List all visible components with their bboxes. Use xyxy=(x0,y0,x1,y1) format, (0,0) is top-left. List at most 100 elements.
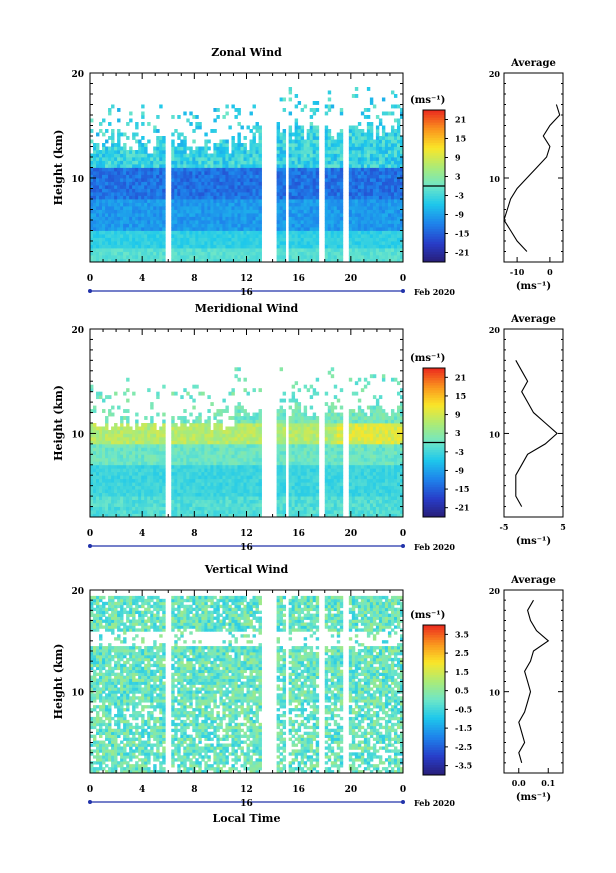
heatmap-cell xyxy=(162,423,166,427)
heatmap-cell xyxy=(381,160,386,165)
heatmap-cell xyxy=(90,192,94,196)
heatmap-cell xyxy=(198,227,202,231)
heatmap-cell xyxy=(396,251,401,256)
heatmap-cell xyxy=(231,220,235,224)
heatmap-cell xyxy=(150,478,154,483)
heatmap-cell xyxy=(96,248,100,252)
heatmap-cell xyxy=(198,146,202,151)
heatmap-cell xyxy=(324,237,329,242)
heatmap-cell xyxy=(96,513,100,518)
heatmap-cell xyxy=(99,391,103,396)
heatmap-cell xyxy=(294,174,299,179)
colorbar-swatch xyxy=(423,216,445,220)
heatmap-cell xyxy=(171,475,175,480)
heatmap-cell xyxy=(138,160,142,165)
heatmap-cell xyxy=(354,237,359,242)
heatmap-cell xyxy=(162,510,166,514)
heatmap-cell xyxy=(186,475,190,480)
heatmap-cell xyxy=(369,209,374,214)
colorbar-swatch xyxy=(423,142,445,146)
heatmap-cell xyxy=(114,457,118,462)
heatmap-cell xyxy=(141,454,145,459)
heatmap-cell xyxy=(111,447,115,452)
heatmap-cell xyxy=(153,237,157,242)
heatmap-cell xyxy=(282,164,287,168)
heatmap-cell xyxy=(102,199,106,203)
heatmap-cell xyxy=(186,478,190,483)
heatmap-cell xyxy=(198,485,202,490)
heatmap-cell xyxy=(93,405,97,410)
heatmap-cell xyxy=(186,181,190,186)
heatmap-cell xyxy=(399,213,404,217)
heatmap-cell xyxy=(354,209,359,214)
heatmap-cell xyxy=(237,136,241,140)
heatmap-cell xyxy=(150,227,154,231)
colorbar-swatch xyxy=(423,239,445,243)
heatmap-cell xyxy=(330,150,335,154)
heatmap-cell xyxy=(156,248,160,252)
heatmap-cell xyxy=(99,195,103,200)
heatmap-cell xyxy=(105,188,109,193)
heatmap-cell xyxy=(177,241,181,245)
heatmap-cell xyxy=(276,213,281,217)
heatmap-cell xyxy=(120,160,124,165)
heatmap-cell xyxy=(126,429,130,434)
colorbar-swatch xyxy=(423,231,445,235)
heatmap-cell xyxy=(207,443,211,448)
heatmap-cell xyxy=(228,475,232,480)
heatmap-cell xyxy=(225,251,229,256)
heatmap-cell xyxy=(363,192,368,196)
heatmap-cell xyxy=(210,223,214,228)
heatmap-cell xyxy=(297,136,302,140)
heatmap-cell xyxy=(99,153,103,158)
heatmap-cell xyxy=(348,125,353,130)
colorbar-swatch xyxy=(423,191,445,194)
heatmap-cell xyxy=(378,178,383,182)
heatmap-cell xyxy=(291,174,296,179)
heatmap-cell xyxy=(378,213,383,217)
heatmap-cell xyxy=(357,167,362,172)
heatmap-cell xyxy=(315,255,320,259)
heatmap-cell xyxy=(216,510,220,514)
heatmap-cell xyxy=(102,174,106,179)
heatmap-cell xyxy=(243,188,247,193)
heatmap-cell xyxy=(294,94,299,98)
heatmap-cell xyxy=(204,227,208,231)
heatmap-cell xyxy=(297,171,302,175)
heatmap-cell xyxy=(234,160,238,165)
heatmap-cell xyxy=(366,258,371,263)
heatmap-cell xyxy=(177,443,181,448)
heatmap-cell xyxy=(171,171,175,175)
heatmap-cell xyxy=(108,188,112,193)
heatmap-cell xyxy=(288,237,293,242)
heatmap-cell xyxy=(135,171,139,175)
heatmap-cell xyxy=(225,164,229,168)
heatmap-cell xyxy=(141,248,145,252)
heatmap-cell xyxy=(123,461,127,466)
heatmap-cell xyxy=(105,440,109,445)
heatmap-cell xyxy=(210,485,214,490)
heatmap-cell xyxy=(99,496,103,500)
heatmap-cell xyxy=(171,139,175,144)
heatmap-cell xyxy=(198,499,202,504)
heatmap-cell xyxy=(333,251,338,256)
heatmap-cell xyxy=(369,174,374,179)
heatmap-cell xyxy=(129,489,133,494)
heatmap-cell xyxy=(156,199,160,203)
heatmap-cell xyxy=(228,468,232,473)
heatmap-cell xyxy=(192,174,196,179)
heatmap-cell xyxy=(360,251,365,256)
heatmap-cell xyxy=(189,241,193,245)
heatmap-cell xyxy=(147,468,151,473)
colorbar-swatch xyxy=(423,132,445,136)
heatmap-cell xyxy=(339,150,344,154)
heatmap-cell xyxy=(366,220,371,224)
heatmap-cell xyxy=(141,195,145,200)
heatmap-cell xyxy=(141,234,145,238)
heatmap-cell xyxy=(276,164,281,168)
heatmap-cell xyxy=(111,454,115,459)
heatmap-cell xyxy=(183,227,187,231)
heatmap-cell xyxy=(201,234,205,238)
heatmap-cell xyxy=(288,234,293,238)
heatmap-cell xyxy=(180,230,184,235)
